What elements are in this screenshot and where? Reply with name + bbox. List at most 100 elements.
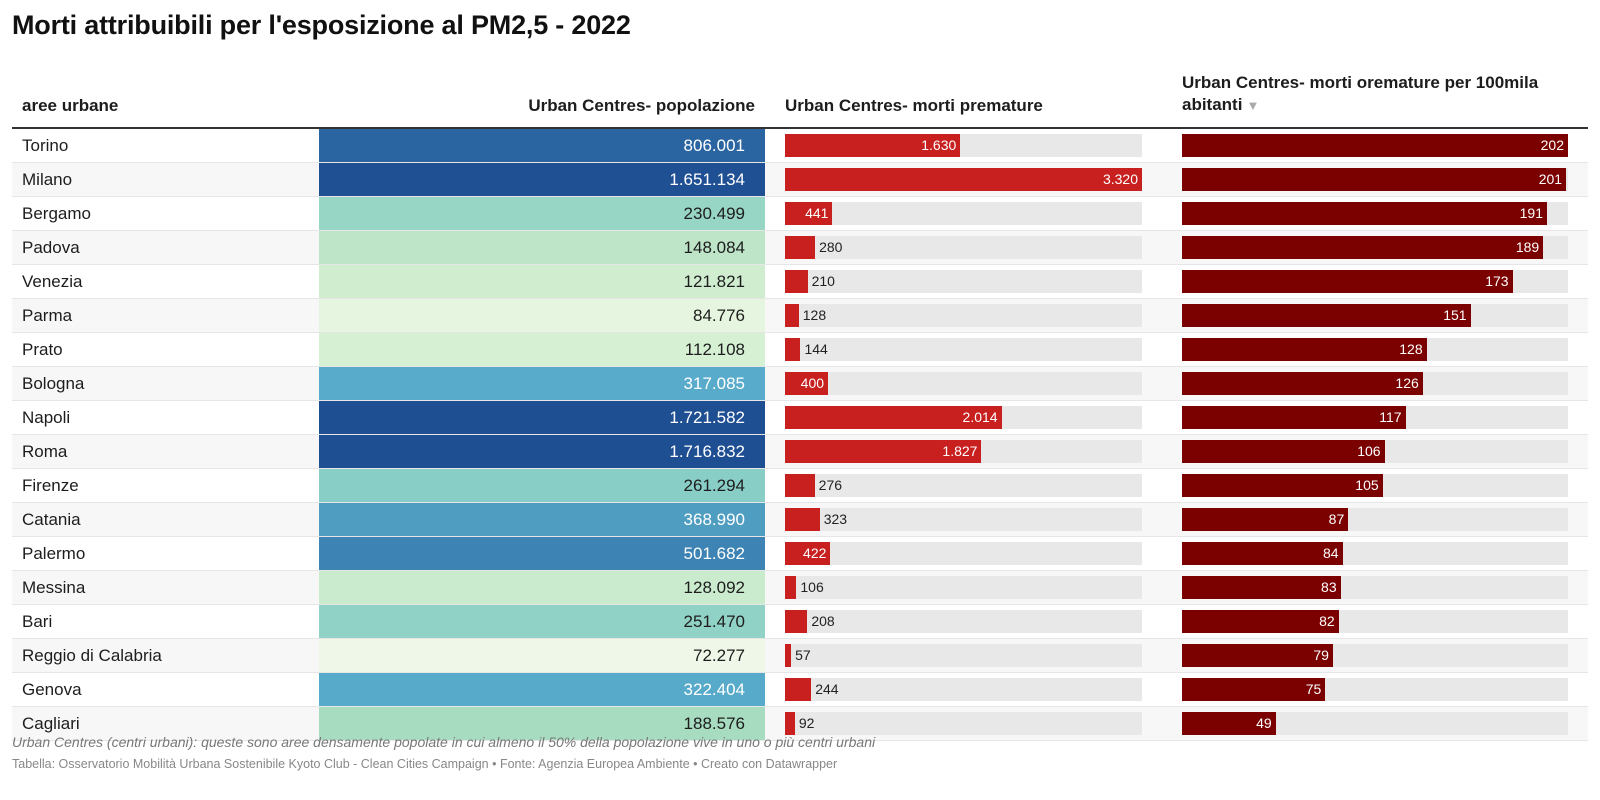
bar-track: 208 xyxy=(785,610,1142,633)
deaths-label: 2.014 xyxy=(962,409,998,425)
rate-cell: 87 xyxy=(1162,502,1588,537)
population-cell: 1.716.832 xyxy=(319,434,765,469)
header-deaths[interactable]: Urban Centres- morti premature xyxy=(765,72,1162,129)
deaths-label: 280 xyxy=(819,239,843,255)
bar-track: 79 xyxy=(1182,644,1568,667)
deaths-cell: 144 xyxy=(765,332,1162,367)
table-body: Torino 806.001 1.630 202 Milano 1.651.134 3.32… xyxy=(12,128,1588,741)
city-cell: Roma xyxy=(12,434,319,469)
rate-bar xyxy=(1182,542,1343,565)
rate-cell: 105 xyxy=(1162,468,1588,503)
city-cell: Cagliari xyxy=(12,706,319,741)
bar-track: 191 xyxy=(1182,202,1568,225)
population-cell: 84.776 xyxy=(319,298,765,333)
deaths-cell: 1.827 xyxy=(765,434,1162,469)
deaths-bar xyxy=(785,304,799,327)
rate-cell: 79 xyxy=(1162,638,1588,673)
bar-track: 441 xyxy=(785,202,1142,225)
sort-desc-icon: ▼ xyxy=(1246,98,1260,113)
rate-bar xyxy=(1182,576,1341,599)
population-cell: 112.108 xyxy=(319,332,765,367)
rate-bar xyxy=(1182,202,1547,225)
rate-cell: 151 xyxy=(1162,298,1588,333)
deaths-label: 92 xyxy=(798,715,815,731)
deaths-label: 3.320 xyxy=(1102,171,1138,187)
rate-cell: 126 xyxy=(1162,366,1588,401)
deaths-bar xyxy=(785,542,831,565)
city-cell: Milano xyxy=(12,162,319,197)
deaths-cell: 400 xyxy=(765,366,1162,401)
table-row: Padova 148.084 280 189 xyxy=(12,230,1588,265)
bar-track: 83 xyxy=(1182,576,1568,599)
header-rate[interactable]: Urban Centres- morti oremature per 100mi… xyxy=(1162,72,1588,129)
rate-cell: 106 xyxy=(1162,434,1588,469)
bar-track: 244 xyxy=(785,678,1142,701)
deaths-cell: 323 xyxy=(765,502,1162,537)
deaths-label: 422 xyxy=(803,545,827,561)
deaths-bar xyxy=(785,202,833,225)
deaths-bar xyxy=(785,406,1002,429)
rate-label: 202 xyxy=(1540,137,1564,153)
population-cell: 230.499 xyxy=(319,196,765,231)
population-cell: 261.294 xyxy=(319,468,765,503)
table-row: Roma 1.716.832 1.827 106 xyxy=(12,434,1588,469)
bar-track: 151 xyxy=(1182,304,1568,327)
rate-cell: 202 xyxy=(1162,128,1588,163)
deaths-bar xyxy=(785,168,1142,191)
deaths-cell: 57 xyxy=(765,638,1162,673)
population-cell: 188.576 xyxy=(319,706,765,741)
rate-bar xyxy=(1182,372,1423,395)
deaths-cell: 92 xyxy=(765,706,1162,741)
deaths-label: 1.630 xyxy=(921,137,957,153)
rate-bar xyxy=(1182,134,1568,157)
bar-track: 323 xyxy=(785,508,1142,531)
header-city[interactable]: aree urbane xyxy=(12,72,319,129)
rate-label: 117 xyxy=(1379,409,1402,425)
bar-track: 201 xyxy=(1182,168,1568,191)
bar-track: 106 xyxy=(1182,440,1568,463)
population-cell: 121.821 xyxy=(319,264,765,299)
rate-cell: 201 xyxy=(1162,162,1588,197)
table-row: Reggio di Calabria 72.277 57 79 xyxy=(12,638,1588,673)
bar-track: 57 xyxy=(785,644,1142,667)
table-row: Parma 84.776 128 151 xyxy=(12,298,1588,333)
header-population[interactable]: Urban Centres- popolazione xyxy=(319,72,765,129)
bar-track: 87 xyxy=(1182,508,1568,531)
rate-bar xyxy=(1182,270,1513,293)
population-cell: 317.085 xyxy=(319,366,765,401)
bar-track: 173 xyxy=(1182,270,1568,293)
deaths-label: 244 xyxy=(815,681,839,697)
rate-bar xyxy=(1182,236,1544,259)
rate-cell: 83 xyxy=(1162,570,1588,605)
rate-label: 87 xyxy=(1328,511,1345,527)
population-cell: 368.990 xyxy=(319,502,765,537)
bar-track: 106 xyxy=(785,576,1142,599)
deaths-label: 400 xyxy=(800,375,825,391)
deaths-cell: 276 xyxy=(765,468,1162,503)
population-cell: 128.092 xyxy=(319,570,765,605)
rate-cell: 75 xyxy=(1162,672,1588,707)
bar-track: 105 xyxy=(1182,474,1568,497)
population-cell: 1.651.134 xyxy=(319,162,765,197)
deaths-bar xyxy=(785,270,808,293)
table-row: Milano 1.651.134 3.320 201 xyxy=(12,162,1588,197)
bar-track: 82 xyxy=(1182,610,1568,633)
city-cell: Bergamo xyxy=(12,196,319,231)
rate-label: 126 xyxy=(1395,375,1419,391)
deaths-label: 144 xyxy=(804,341,828,357)
deaths-cell: 208 xyxy=(765,604,1162,639)
deaths-label: 323 xyxy=(823,511,848,527)
chart-notes: Urban Centres (centri urbani): queste so… xyxy=(12,734,876,750)
bar-track: 126 xyxy=(1182,372,1568,395)
table-row: Bergamo 230.499 441 191 xyxy=(12,196,1588,231)
bar-track: 422 xyxy=(785,542,1142,565)
rate-cell: 173 xyxy=(1162,264,1588,299)
deaths-label: 441 xyxy=(805,205,829,221)
city-cell: Napoli xyxy=(12,400,319,435)
bar-track: 75 xyxy=(1182,678,1568,701)
deaths-cell: 280 xyxy=(765,230,1162,265)
city-cell: Prato xyxy=(12,332,319,367)
deaths-cell: 244 xyxy=(765,672,1162,707)
rate-cell: 84 xyxy=(1162,536,1588,571)
